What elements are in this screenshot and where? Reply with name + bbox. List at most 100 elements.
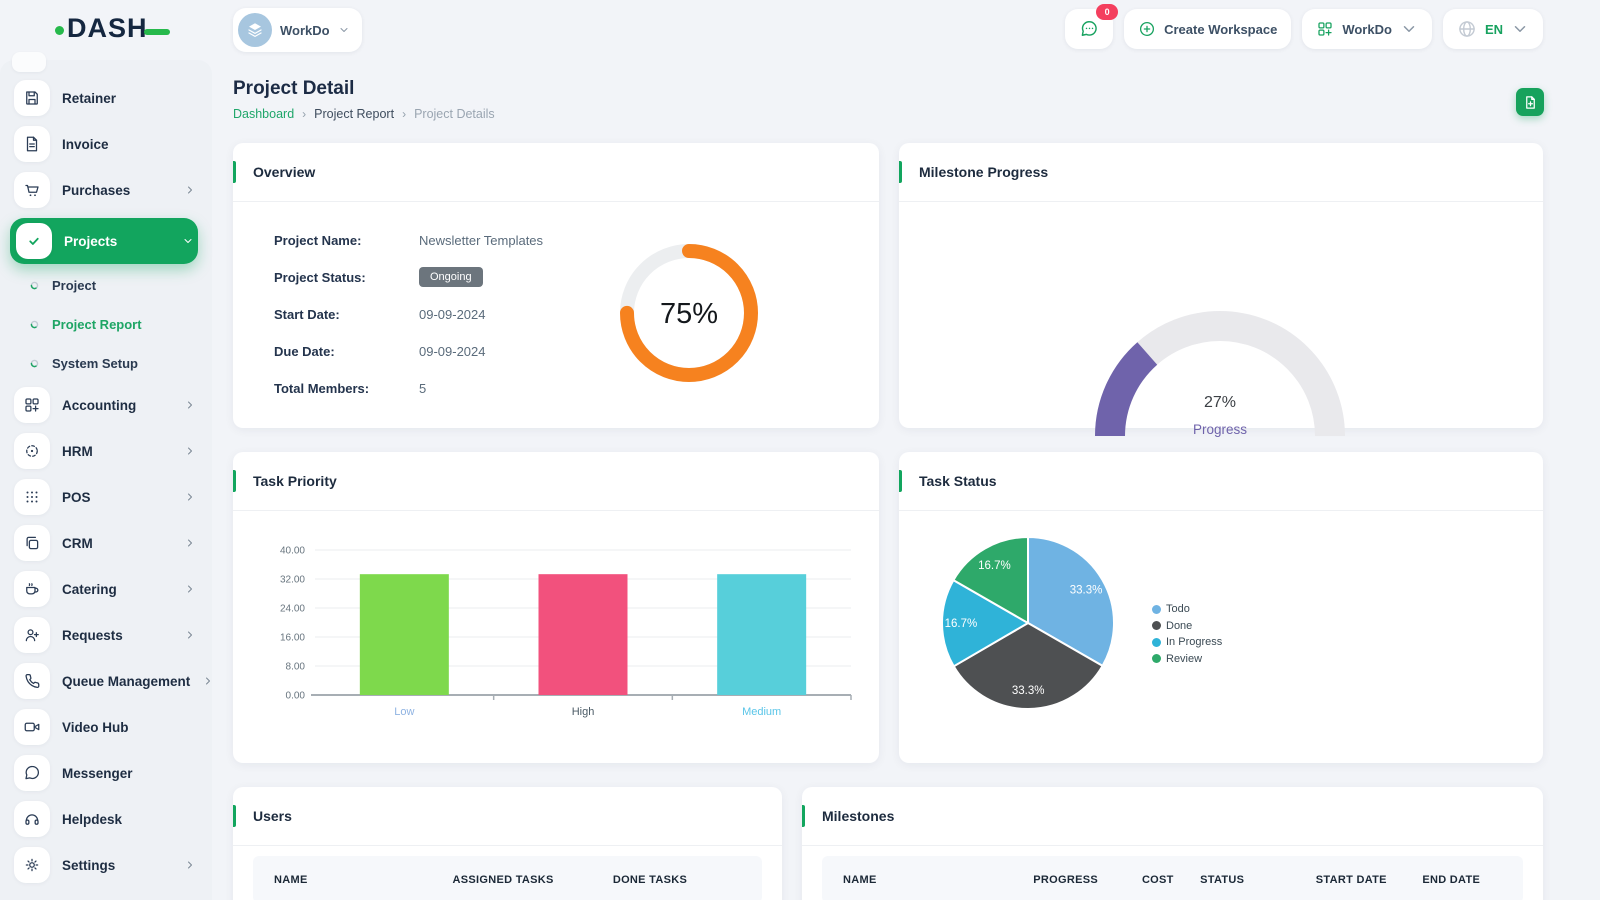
- overview-field-start-date: Start Date: 09-09-2024: [274, 302, 879, 326]
- svg-text:0.00: 0.00: [286, 691, 306, 702]
- gear-icon: [14, 847, 50, 883]
- field-label: Project Status:: [274, 269, 366, 285]
- sidebar-item-settings[interactable]: Settings: [14, 847, 200, 883]
- target-icon: [14, 433, 50, 469]
- breadcrumb: Dashboard › Project Report › Project Details: [233, 107, 495, 121]
- sidebar-item-helpdesk[interactable]: Helpdesk: [14, 801, 200, 837]
- messages-button[interactable]: 0: [1065, 4, 1119, 49]
- sidebar-item-projects[interactable]: Projects: [10, 218, 198, 264]
- sidebar-subitem-label: System Setup: [52, 355, 138, 371]
- status-badge: Ongoing: [419, 267, 483, 287]
- workspace-switcher-label: WorkDo: [280, 22, 330, 38]
- sidebar-item-requests[interactable]: Requests: [14, 617, 200, 653]
- svg-text:24.00: 24.00: [280, 604, 305, 615]
- legend-item-done[interactable]: Done: [1152, 620, 1222, 632]
- svg-text:27%: 27%: [1204, 394, 1236, 411]
- breadcrumb-dashboard[interactable]: Dashboard: [233, 107, 295, 121]
- overview-field-total-members: Total Members: 5: [274, 376, 879, 400]
- overview-field-project-status: Project Status: Ongoing: [274, 265, 879, 289]
- legend-item-review[interactable]: Review: [1152, 653, 1222, 665]
- workspace-menu-button[interactable]: WorkDo: [1302, 9, 1432, 49]
- task-priority-title: Task Priority: [253, 473, 337, 489]
- overview-card-title: Overview: [253, 164, 316, 180]
- page-head: Project Detail Dashboard › Project Report ›…: [233, 78, 495, 121]
- language-button[interactable]: EN: [1442, 9, 1543, 49]
- sidebar-item-messenger[interactable]: Messenger: [14, 755, 200, 791]
- svg-text:Low: Low: [394, 706, 414, 718]
- logo-dot-icon: [55, 26, 64, 35]
- grid-plus-icon: [14, 387, 50, 423]
- milestone-progress-gauge: 27% Progress: [1085, 306, 1355, 451]
- sidebar-item-hrm[interactable]: HRM: [14, 433, 200, 469]
- column-header-name: NAME: [253, 856, 452, 900]
- column-header-name: NAME: [822, 856, 1033, 900]
- field-label: Due Date:: [274, 343, 335, 359]
- legend-dot: [1152, 637, 1161, 647]
- sidebar-item-crm[interactable]: CRM: [14, 525, 200, 561]
- svg-text:40.00: 40.00: [280, 546, 305, 557]
- legend-item-in-progress[interactable]: In Progress: [1152, 636, 1222, 648]
- legend-label: Done: [1166, 619, 1193, 632]
- svg-text:High: High: [572, 706, 595, 718]
- sidebar-item-label: Video Hub: [62, 719, 129, 735]
- svg-text:33.3%: 33.3%: [1012, 685, 1045, 697]
- user-plus-icon: [14, 617, 50, 653]
- svg-text:33.3%: 33.3%: [1070, 584, 1103, 596]
- sidebar-item-retainer[interactable]: Retainer: [14, 80, 200, 116]
- legend-label: Review: [1166, 652, 1203, 665]
- sidebar-item-queue-management[interactable]: Queue Management: [14, 663, 211, 699]
- field-value: 5: [419, 380, 427, 396]
- sidebar-item-purchases[interactable]: Purchases: [14, 172, 200, 208]
- export-report-button[interactable]: [1516, 88, 1544, 116]
- field-value: 09-09-2024: [419, 306, 486, 322]
- sidebar-item-video-hub[interactable]: Video Hub: [14, 709, 200, 745]
- overview-fields: Project Name: Newsletter Templates Project…: [233, 202, 879, 400]
- sidebar-item-pos[interactable]: POS: [14, 479, 200, 515]
- project-progress-donut: 75%: [609, 233, 769, 398]
- column-header-cost: COST: [1140, 856, 1200, 900]
- card-accent-bar: [899, 470, 902, 492]
- breadcrumb-project-details: Project Details: [414, 107, 495, 121]
- sidebar-item-label: Accounting: [62, 397, 137, 413]
- column-header-done-tasks: DONE TASKS: [611, 856, 762, 900]
- sidebar-subitem-system-setup[interactable]: System Setup: [30, 348, 200, 378]
- sidebar-subitem-project-report[interactable]: Project Report: [30, 309, 200, 339]
- sidebar-subitem-label: Project Report: [52, 316, 142, 332]
- app-logo[interactable]: DASH: [55, 13, 170, 44]
- milestone-progress-card: Milestone Progress 27% Progress: [899, 143, 1543, 437]
- legend-item-todo[interactable]: Todo: [1152, 603, 1222, 615]
- milestones-table-header-row: NAME PROGRESS COST STATUS START DATE END DATE: [822, 856, 1523, 900]
- field-value: 09-09-2024: [419, 343, 486, 359]
- task-priority-card: Task Priority 40.00 32.00 24.00 16.00 8.00 0.…: [233, 452, 879, 763]
- sidebar-item-label: HRM: [62, 443, 93, 459]
- logo-text: DASH: [67, 13, 148, 43]
- card-accent-bar: [233, 805, 236, 827]
- topbar: DASH WorkDo 0 Create Workspace WorkDo: [0, 0, 1600, 60]
- sidebar-item-catering[interactable]: Catering: [14, 571, 200, 607]
- svg-text:16.00: 16.00: [280, 633, 305, 644]
- invoice-icon: [14, 126, 50, 162]
- logo-dash-icon: [143, 28, 170, 35]
- milestone-progress-title: Milestone Progress: [919, 164, 1049, 180]
- breadcrumb-project-report[interactable]: Project Report: [314, 107, 395, 121]
- chevron-right-icon: [184, 399, 196, 411]
- workspace-switcher[interactable]: WorkDo: [233, 8, 362, 52]
- overview-field-project-name: Project Name: Newsletter Templates: [274, 228, 879, 252]
- video-icon: [14, 709, 50, 745]
- create-workspace-button[interactable]: Create Workspace: [1124, 9, 1292, 49]
- svg-text:Progress: Progress: [1193, 422, 1247, 437]
- overview-card-header: Overview: [233, 143, 879, 202]
- sidebar-item-accounting[interactable]: Accounting: [14, 387, 200, 423]
- card-accent-bar: [899, 161, 902, 183]
- floppy-icon: [14, 80, 50, 116]
- column-header-assigned-tasks: ASSIGNED TASKS: [451, 856, 612, 900]
- sidebar-item-label: Helpdesk: [62, 811, 123, 827]
- sidebar-item-invoice[interactable]: Invoice: [14, 126, 200, 162]
- sidebar-subitem-project[interactable]: Project: [30, 270, 200, 300]
- sidebar-item-label: Catering: [62, 581, 117, 597]
- workspace-menu-label: WorkDo: [1342, 21, 1392, 37]
- chevron-right-icon: [184, 629, 196, 641]
- file-plus-icon: [1523, 95, 1538, 110]
- sidebar-item-label: CRM: [62, 535, 93, 551]
